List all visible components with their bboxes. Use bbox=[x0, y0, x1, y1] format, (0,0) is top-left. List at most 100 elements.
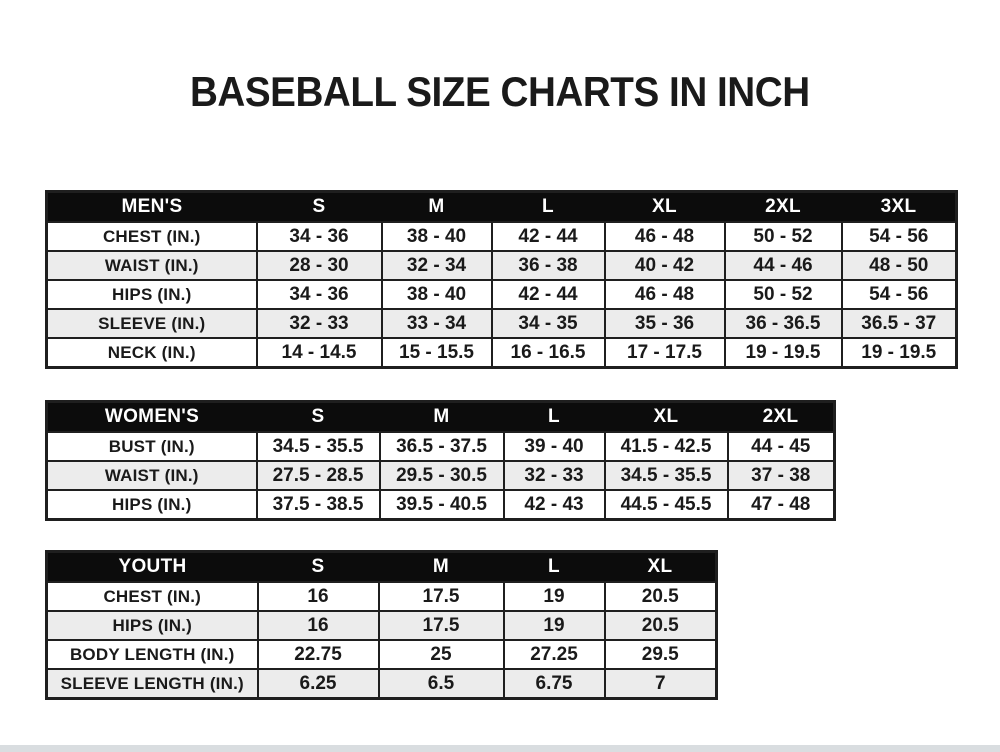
size-cell: 36.5 - 37.5 bbox=[378, 431, 505, 462]
size-cell: 44.5 - 45.5 bbox=[603, 489, 729, 521]
size-cell: 47 - 48 bbox=[726, 489, 836, 521]
mens-table-row: WAIST (IN.) 28 - 30 32 - 34 36 - 38 40 - 42 4… bbox=[45, 250, 958, 281]
size-cell: 40 - 42 bbox=[603, 250, 726, 281]
size-cell: 44 - 45 bbox=[726, 431, 836, 462]
youth-size-header: M bbox=[378, 551, 504, 583]
bottom-edge-bar bbox=[0, 745, 1000, 752]
size-cell: 54 - 56 bbox=[840, 279, 958, 310]
mens-size-header: S bbox=[256, 191, 382, 223]
youth-size-header: S bbox=[257, 551, 379, 583]
size-cell: 34.5 - 35.5 bbox=[603, 460, 729, 491]
row-label: HIPS (IN.) bbox=[45, 489, 258, 521]
size-cell: 29.5 bbox=[603, 639, 718, 670]
size-cell: 20.5 bbox=[603, 581, 718, 612]
size-cell: 37 - 38 bbox=[726, 460, 836, 491]
size-cell: 34.5 - 35.5 bbox=[255, 431, 381, 462]
row-label: BUST (IN.) bbox=[45, 431, 258, 462]
size-cell: 50 - 52 bbox=[723, 221, 843, 252]
size-cell: 27.5 - 28.5 bbox=[255, 460, 381, 491]
womens-size-header: S bbox=[256, 401, 380, 433]
size-cell: 32 - 34 bbox=[380, 250, 493, 281]
size-cell: 14 - 14.5 bbox=[255, 337, 383, 369]
size-cell: 48 - 50 bbox=[840, 250, 958, 281]
size-cell: 19 bbox=[502, 610, 606, 641]
mens-header-row: MEN'S S M L XL 2XL 3XL bbox=[46, 191, 957, 223]
youth-table-row: HIPS (IN.) 16 17.5 19 20.5 bbox=[45, 610, 718, 641]
row-label: SLEEVE (IN.) bbox=[45, 308, 258, 339]
womens-table-row: WAIST (IN.) 27.5 - 28.5 29.5 - 30.5 32 - 33… bbox=[45, 460, 836, 491]
mens-size-header: 2XL bbox=[724, 191, 842, 223]
size-cell: 7 bbox=[603, 668, 718, 700]
mens-size-header: XL bbox=[604, 191, 725, 223]
mens-table-row: CHEST (IN.) 34 - 36 38 - 40 42 - 44 46 - 48 5… bbox=[45, 221, 958, 252]
mens-size-table: MEN'S S M L XL 2XL 3XL CHEST (IN.) 34 - 36 38 - 4… bbox=[45, 190, 958, 369]
size-cell: 44 - 46 bbox=[723, 250, 843, 281]
size-cell: 42 - 44 bbox=[490, 279, 606, 310]
womens-size-header: XL bbox=[604, 401, 728, 433]
size-cell: 36 - 38 bbox=[490, 250, 606, 281]
page-title-text: BASEBALL SIZE CHARTS IN INCH bbox=[190, 68, 810, 115]
row-label: HIPS (IN.) bbox=[45, 279, 258, 310]
womens-table-row: BUST (IN.) 34.5 - 35.5 36.5 - 37.5 39 - 40 4… bbox=[45, 431, 836, 462]
size-cell: 16 bbox=[256, 581, 380, 612]
womens-table-row: HIPS (IN.) 37.5 - 38.5 39.5 - 40.5 42 - 43 4… bbox=[45, 489, 836, 521]
size-cell: 29.5 - 30.5 bbox=[378, 460, 505, 491]
size-cell: 36.5 - 37 bbox=[840, 308, 958, 339]
size-cell: 50 - 52 bbox=[723, 279, 843, 310]
size-cell: 35 - 36 bbox=[603, 308, 726, 339]
youth-table-title: YOUTH bbox=[46, 551, 258, 583]
row-label: WAIST (IN.) bbox=[45, 250, 258, 281]
youth-table-row: BODY LENGTH (IN.) 22.75 25 27.25 29.5 bbox=[45, 639, 718, 670]
size-cell: 39.5 - 40.5 bbox=[378, 489, 505, 521]
size-cell: 17 - 17.5 bbox=[603, 337, 726, 369]
womens-size-header: L bbox=[503, 401, 605, 433]
size-cell: 38 - 40 bbox=[380, 279, 493, 310]
size-cell: 6.75 bbox=[502, 668, 606, 700]
size-cell: 19 - 19.5 bbox=[723, 337, 843, 369]
size-cell: 46 - 48 bbox=[603, 279, 726, 310]
womens-size-table: WOMEN'S S M L XL 2XL BUST (IN.) 34.5 - 35.5 36.5… bbox=[45, 400, 836, 521]
size-cell: 34 - 35 bbox=[490, 308, 606, 339]
size-cell: 32 - 33 bbox=[255, 308, 383, 339]
womens-header-row: WOMEN'S S M L XL 2XL bbox=[46, 401, 835, 433]
size-cell: 16 - 16.5 bbox=[490, 337, 606, 369]
size-cell: 19 - 19.5 bbox=[840, 337, 958, 369]
youth-size-table: YOUTH S M L XL CHEST (IN.) 16 17.5 19 20.5 HIPS (I… bbox=[45, 550, 718, 700]
size-cell: 16 bbox=[256, 610, 380, 641]
womens-table-title: WOMEN'S bbox=[46, 401, 257, 433]
size-cell: 41.5 - 42.5 bbox=[603, 431, 729, 462]
mens-size-header: 3XL bbox=[841, 191, 957, 223]
youth-size-header: XL bbox=[604, 551, 717, 583]
size-cell: 32 - 33 bbox=[502, 460, 606, 491]
size-cell: 36 - 36.5 bbox=[723, 308, 843, 339]
size-cell: 22.75 bbox=[256, 639, 380, 670]
mens-size-header: M bbox=[381, 191, 492, 223]
size-cell: 19 bbox=[502, 581, 606, 612]
size-cell: 15 - 15.5 bbox=[380, 337, 493, 369]
youth-table-row: SLEEVE LENGTH (IN.) 6.25 6.5 6.75 7 bbox=[45, 668, 718, 700]
row-label: HIPS (IN.) bbox=[45, 610, 259, 641]
size-cell: 20.5 bbox=[603, 610, 718, 641]
size-cell: 28 - 30 bbox=[255, 250, 383, 281]
size-cell: 17.5 bbox=[377, 581, 505, 612]
row-label: SLEEVE LENGTH (IN.) bbox=[45, 668, 259, 700]
size-cell: 27.25 bbox=[502, 639, 606, 670]
size-cell: 25 bbox=[377, 639, 505, 670]
size-cell: 39 - 40 bbox=[502, 431, 606, 462]
size-cell: 54 - 56 bbox=[840, 221, 958, 252]
mens-table-row: NECK (IN.) 14 - 14.5 15 - 15.5 16 - 16.5 17 … bbox=[45, 337, 958, 369]
size-cell: 42 - 44 bbox=[490, 221, 606, 252]
mens-table-title: MEN'S bbox=[46, 191, 257, 223]
womens-size-header: M bbox=[379, 401, 504, 433]
womens-size-header: 2XL bbox=[727, 401, 835, 433]
size-cell: 33 - 34 bbox=[380, 308, 493, 339]
size-cell: 37.5 - 38.5 bbox=[255, 489, 381, 521]
mens-table-row: HIPS (IN.) 34 - 36 38 - 40 42 - 44 46 - 48 50… bbox=[45, 279, 958, 310]
row-label: CHEST (IN.) bbox=[45, 221, 258, 252]
size-cell: 34 - 36 bbox=[255, 279, 383, 310]
page-title: BASEBALL SIZE CHARTS IN INCH bbox=[0, 68, 1000, 115]
youth-header-row: YOUTH S M L XL bbox=[46, 551, 717, 583]
row-label: WAIST (IN.) bbox=[45, 460, 258, 491]
mens-table-row: SLEEVE (IN.) 32 - 33 33 - 34 34 - 35 35 - 36… bbox=[45, 308, 958, 339]
